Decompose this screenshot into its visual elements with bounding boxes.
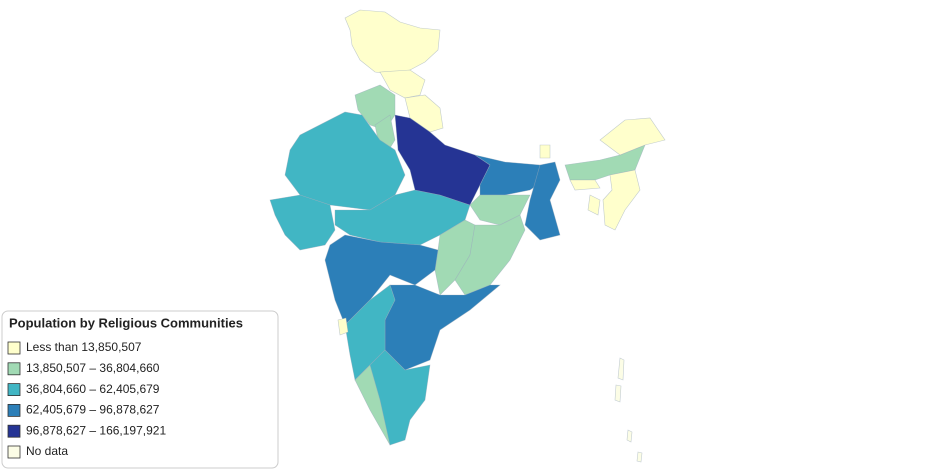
- legend-label: Less than 13,850,507: [26, 340, 142, 354]
- legend-label: 36,804,660 – 62,405,679: [26, 382, 160, 396]
- region[interactable]: [379, 69, 426, 99]
- region[interactable]: [474, 154, 546, 196]
- region[interactable]: [344, 9, 441, 76]
- region[interactable]: [602, 169, 641, 231]
- region[interactable]: [344, 284, 396, 381]
- region[interactable]: [614, 384, 622, 403]
- region[interactable]: [539, 144, 551, 159]
- legend-label: 62,405,679 – 96,878,627: [26, 403, 160, 417]
- legend-swatch: [7, 424, 21, 438]
- region[interactable]: [569, 179, 601, 191]
- legend-title: Population by Religious Communities: [9, 315, 243, 330]
- region[interactable]: [454, 214, 526, 296]
- legend-label: 13,850,507 – 36,804,660: [26, 361, 160, 375]
- region[interactable]: [369, 349, 431, 446]
- region[interactable]: [617, 357, 625, 381]
- region[interactable]: [384, 284, 501, 371]
- region[interactable]: [626, 429, 633, 443]
- map: [269, 9, 666, 463]
- region[interactable]: [524, 161, 561, 241]
- legend-box: [1, 310, 279, 469]
- legend-swatch: [7, 341, 21, 355]
- region[interactable]: [269, 194, 336, 251]
- legend-label: 96,878,627 – 166,197,921: [26, 423, 166, 437]
- region[interactable]: [599, 117, 666, 156]
- legend: Population by Religious Communities Less…: [1, 310, 279, 469]
- region[interactable]: [587, 194, 601, 216]
- legend-swatch: [7, 403, 21, 417]
- legend-swatch: [7, 383, 21, 397]
- legend-swatch: [7, 445, 21, 459]
- legend-swatch: [7, 362, 21, 376]
- region[interactable]: [636, 451, 643, 463]
- region[interactable]: [337, 317, 349, 336]
- legend-label: No data: [26, 444, 68, 458]
